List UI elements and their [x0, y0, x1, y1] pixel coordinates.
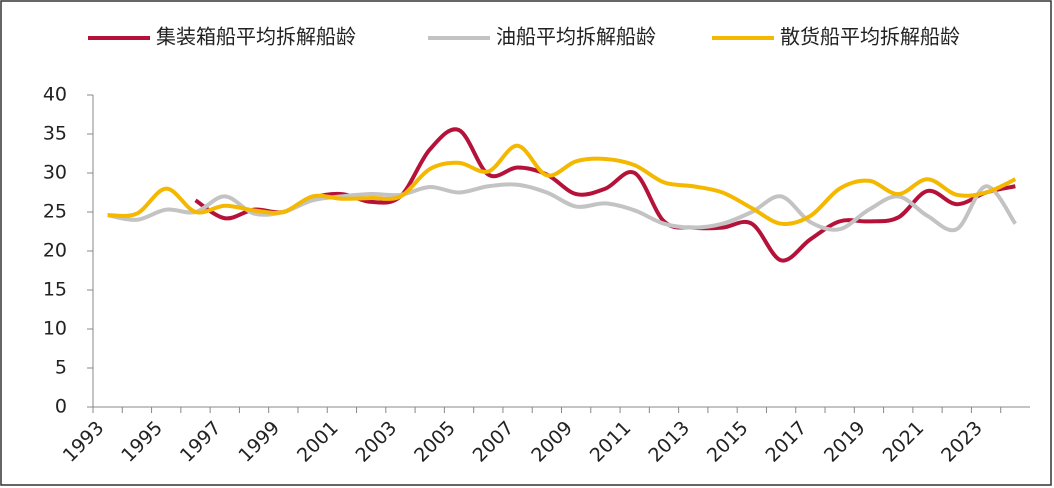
x-tick-label: 2003	[351, 417, 401, 467]
x-tick-label: 1999	[234, 417, 284, 467]
x-tick-label: 2015	[703, 417, 753, 467]
x-tick-label: 2005	[410, 417, 460, 467]
x-tick-label: 2021	[879, 417, 929, 467]
legend-label: 油船平均拆解船龄	[496, 25, 656, 49]
x-tick-label: 2011	[586, 417, 636, 467]
x-tick-label: 2013	[644, 417, 694, 467]
x-tick-label: 2017	[761, 417, 811, 467]
legend-label: 集装箱船平均拆解船龄	[156, 25, 356, 49]
x-tick-label: 2019	[820, 417, 870, 467]
y-tick-label: 35	[43, 123, 67, 145]
series-line	[194, 127, 1016, 263]
series-line	[107, 143, 1017, 226]
x-tick-label: 2001	[293, 417, 343, 467]
x-tick-label: 2023	[937, 417, 987, 467]
y-tick-label: 40	[43, 84, 67, 106]
y-tick-label: 10	[43, 318, 67, 340]
y-tick-label: 0	[55, 396, 67, 418]
y-tick-label: 5	[55, 357, 67, 379]
x-tick-label: 1997	[176, 417, 226, 467]
x-tick-label: 1993	[59, 417, 109, 467]
x-tick-label: 1995	[117, 417, 167, 467]
y-tick-label: 25	[43, 201, 67, 223]
series-line	[107, 182, 1018, 233]
y-tick-label: 15	[43, 279, 67, 301]
y-tick-label: 20	[43, 240, 67, 262]
x-tick-label: 2009	[527, 417, 577, 467]
y-tick-label: 30	[43, 162, 67, 184]
x-tick-label: 2007	[469, 417, 519, 467]
legend-label: 散货船平均拆解船龄	[780, 25, 960, 49]
